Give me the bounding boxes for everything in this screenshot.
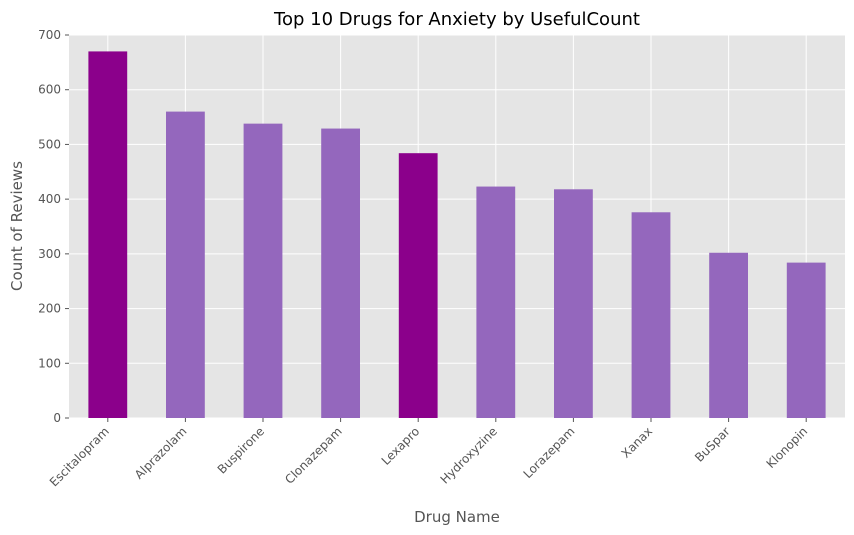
y-tick-label: 500 [38,137,61,151]
y-tick-labels: 0 100 200 300 400 500 600 700 [38,28,69,425]
x-tick-label: Clonazepam [282,424,344,486]
x-tick-label: Xanax [619,424,656,461]
bar-klonopin [786,262,826,418]
bar-buspirone [243,123,283,418]
bar-buspar [709,252,748,418]
bar-escitalopram [88,51,128,419]
bar-lexapro [398,153,438,418]
bar-alprazolam [166,111,205,418]
y-tick-label: 700 [38,28,61,42]
y-tick-label: 100 [38,356,61,370]
y-tick-label: 0 [53,411,61,425]
x-tick-label: Klonopin [764,424,811,471]
bar-xanax [631,212,671,418]
y-tick-label: 300 [38,247,61,261]
x-tick-label: Buspirone [215,424,267,476]
bar-clonazepam [321,128,360,418]
y-axis-label: Count of Reviews [8,161,26,291]
chart-title: Top 10 Drugs for Anxiety by UsefulCount [273,9,640,30]
x-tick-label: BuSpar [692,424,733,465]
x-tick-label: Alprazolam [132,424,190,482]
x-tick-label: Hydroxyzine [438,424,500,486]
y-tick-label: 200 [38,302,61,316]
x-tick-label: Lexapro [379,424,423,468]
x-axis-label: Drug Name [414,508,500,526]
bar-lorazepam [554,189,593,418]
x-tick-label: Lorazepam [521,424,578,481]
x-tick-labels: Escitalopram Alprazolam Buspirone Clonazepa… [47,418,811,489]
y-tick-label: 600 [38,83,61,97]
y-tick-label: 400 [38,192,61,206]
bars [88,51,826,419]
x-tick-label: Escitalopram [47,424,112,489]
bar-hydroxyzine [476,186,516,418]
